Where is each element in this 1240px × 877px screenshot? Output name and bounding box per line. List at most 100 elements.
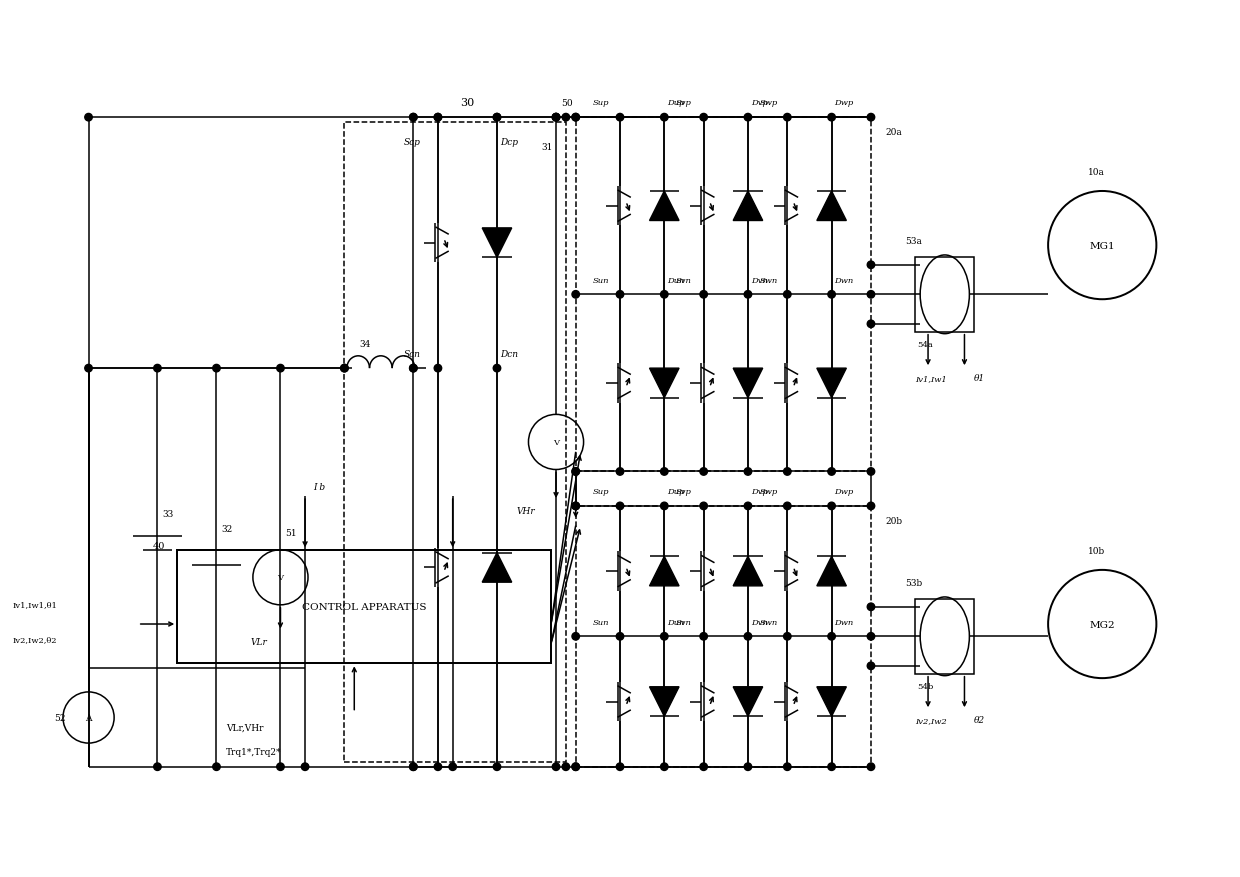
Text: VLr: VLr (250, 637, 268, 646)
Text: Dwn: Dwn (835, 617, 854, 626)
Circle shape (572, 763, 579, 771)
Circle shape (616, 114, 624, 122)
Circle shape (784, 763, 791, 771)
Text: 10a: 10a (1087, 168, 1105, 176)
Circle shape (867, 321, 874, 328)
Circle shape (699, 291, 707, 299)
Polygon shape (733, 368, 763, 398)
Circle shape (552, 114, 559, 122)
Circle shape (867, 503, 874, 510)
Text: VHr: VHr (517, 507, 536, 516)
Circle shape (699, 114, 707, 122)
Circle shape (213, 763, 221, 771)
Circle shape (572, 633, 579, 640)
Text: Swp: Swp (760, 99, 777, 107)
Circle shape (572, 468, 579, 475)
Text: 54b: 54b (918, 681, 934, 689)
Text: Iv2,Iw2: Iv2,Iw2 (915, 717, 947, 724)
Polygon shape (817, 368, 847, 398)
Text: Swn: Swn (760, 276, 777, 284)
Text: Dup: Dup (667, 99, 684, 107)
Circle shape (409, 763, 417, 771)
Circle shape (84, 114, 92, 122)
Polygon shape (482, 229, 512, 258)
Text: Sup: Sup (593, 488, 609, 496)
Circle shape (744, 633, 751, 640)
Circle shape (744, 503, 751, 510)
Text: 20a: 20a (885, 128, 903, 138)
Circle shape (84, 365, 92, 373)
Circle shape (494, 763, 501, 771)
Text: MG1: MG1 (1090, 241, 1115, 250)
Circle shape (867, 603, 874, 610)
Circle shape (661, 468, 668, 475)
Text: Swp: Swp (760, 488, 777, 496)
Bar (915, 599, 975, 674)
Polygon shape (733, 192, 763, 221)
Text: 53a: 53a (905, 237, 923, 246)
Circle shape (277, 365, 284, 373)
Text: Svn: Svn (676, 276, 692, 284)
Polygon shape (817, 192, 847, 221)
Text: 54a: 54a (918, 340, 932, 348)
Circle shape (552, 114, 559, 122)
Bar (915, 258, 975, 332)
Circle shape (277, 763, 284, 771)
Text: Scn: Scn (403, 349, 420, 359)
Text: Scp: Scp (403, 138, 420, 147)
Circle shape (867, 763, 874, 771)
Text: Dvp: Dvp (751, 488, 768, 496)
Circle shape (616, 468, 624, 475)
Text: A: A (86, 713, 92, 722)
Circle shape (744, 291, 751, 299)
Text: 51: 51 (285, 529, 298, 538)
Polygon shape (650, 192, 680, 221)
Text: Dvn: Dvn (751, 276, 768, 284)
Text: Iv2,Iw2,θ2: Iv2,Iw2,θ2 (12, 635, 57, 643)
Text: Swn: Swn (760, 617, 777, 626)
Text: 40: 40 (153, 541, 165, 550)
Text: Dcn: Dcn (500, 349, 518, 359)
Text: 10b: 10b (1087, 546, 1105, 555)
Polygon shape (733, 687, 763, 717)
Circle shape (616, 633, 624, 640)
Circle shape (661, 291, 668, 299)
Polygon shape (650, 687, 680, 717)
Circle shape (867, 468, 874, 475)
Text: VLr,VHr: VLr,VHr (227, 723, 264, 732)
Circle shape (616, 763, 624, 771)
Circle shape (434, 365, 441, 373)
Circle shape (552, 114, 559, 122)
Polygon shape (733, 557, 763, 586)
Circle shape (661, 503, 668, 510)
Circle shape (828, 468, 836, 475)
Circle shape (301, 763, 309, 771)
Polygon shape (817, 687, 847, 717)
Circle shape (867, 114, 874, 122)
Circle shape (699, 468, 707, 475)
Circle shape (699, 633, 707, 640)
Text: Iv1,Iw1,θ1: Iv1,Iw1,θ1 (12, 601, 57, 609)
Text: Dwp: Dwp (835, 99, 854, 107)
Circle shape (572, 114, 579, 122)
Text: I b: I b (312, 482, 325, 491)
Circle shape (409, 365, 417, 373)
Circle shape (154, 365, 161, 373)
Polygon shape (650, 368, 680, 398)
Circle shape (409, 763, 417, 771)
Circle shape (341, 365, 348, 373)
Circle shape (434, 114, 441, 122)
Text: Iv1,Iw1: Iv1,Iw1 (915, 374, 947, 382)
Circle shape (572, 763, 579, 771)
Text: Svp: Svp (676, 488, 692, 496)
Circle shape (699, 763, 707, 771)
Text: Dvn: Dvn (751, 617, 768, 626)
Text: Svn: Svn (676, 617, 692, 626)
Circle shape (572, 468, 579, 475)
Text: Dun: Dun (667, 276, 684, 284)
Circle shape (828, 291, 836, 299)
Circle shape (828, 114, 836, 122)
Text: 20b: 20b (885, 517, 903, 525)
Text: Sun: Sun (593, 617, 609, 626)
Circle shape (744, 114, 751, 122)
